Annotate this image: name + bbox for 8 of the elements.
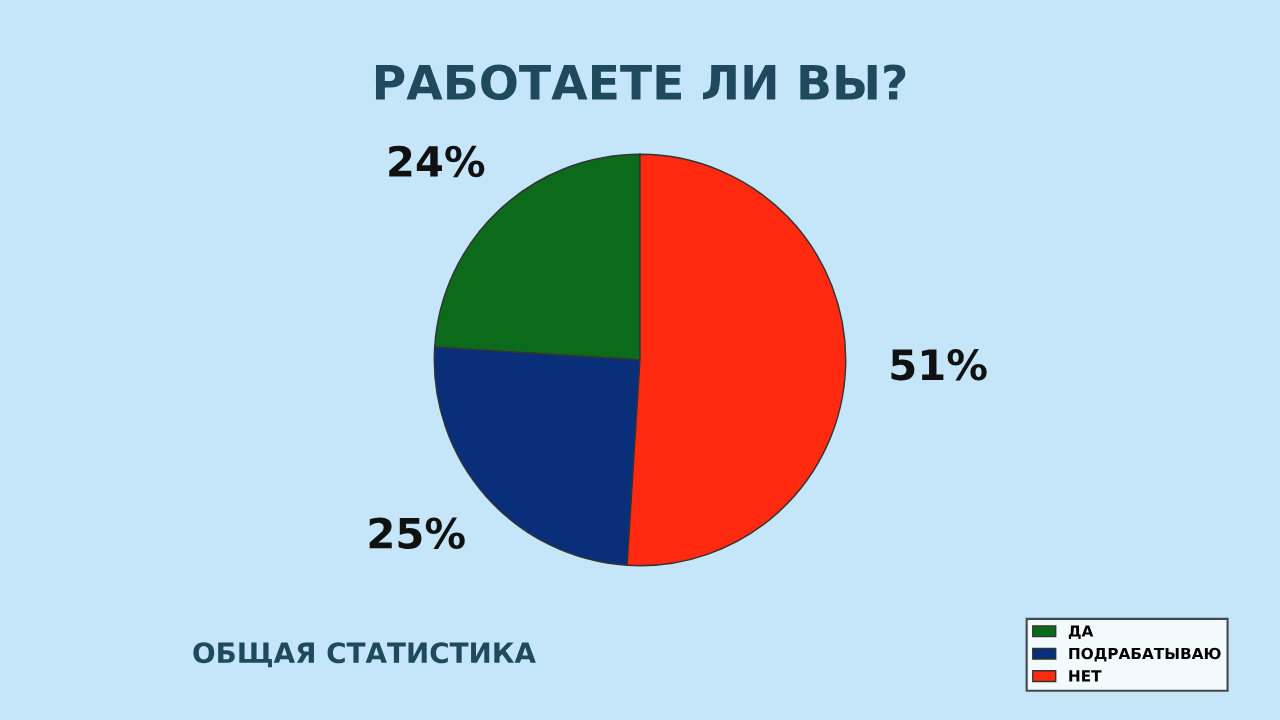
legend-label: ПОДРАБАТЫВАЮ: [1069, 647, 1221, 662]
data-label: 51%: [891, 348, 987, 381]
legend-label: НЕТ: [1069, 670, 1102, 682]
data-label: 24%: [389, 145, 485, 178]
data-label: 25%: [369, 517, 465, 549]
chart-title: РАБОТАЕТЕ ЛИ ВЫ?: [375, 64, 906, 101]
legend-label: ДА: [1068, 625, 1094, 640]
text: ОБЩАЯ СТАТИСТИКА: [193, 642, 536, 668]
